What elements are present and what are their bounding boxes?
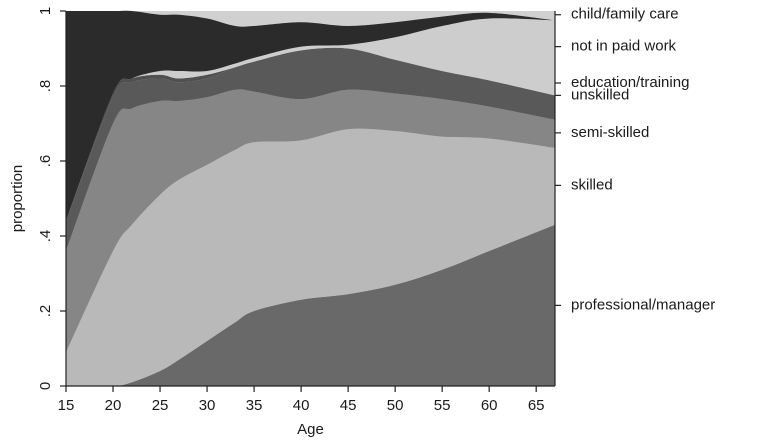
x-tick-label: 30: [199, 397, 216, 414]
y-axis-title: proportion: [9, 165, 26, 233]
y-tick-label: .6: [37, 155, 54, 168]
area-skilled: [66, 128, 555, 387]
x-tick-label: 25: [152, 397, 169, 414]
x-tick-label: 40: [293, 397, 310, 414]
x-tick-label: 15: [58, 397, 75, 414]
legend-label-semi-skilled: semi-skilled: [571, 124, 649, 141]
legend-label-not-in-paid-work: not in paid work: [571, 38, 677, 55]
y-tick-label: .4: [37, 230, 54, 243]
y-tick-label: 0: [37, 382, 54, 390]
y-tick-label: 1: [37, 7, 54, 15]
x-tick-label: 45: [340, 397, 357, 414]
area-not-in-paid-work: [66, 18, 555, 222]
y-tick-label: .8: [37, 80, 54, 93]
y-tick-label: .2: [37, 305, 54, 318]
area-semi-skilled: [66, 89, 555, 353]
x-axis-title: Age: [297, 421, 324, 438]
x-tick-label: 35: [246, 397, 263, 414]
x-tick-label: 50: [387, 397, 404, 414]
x-tick-label: 20: [105, 397, 122, 414]
x-tick-label: 65: [528, 397, 545, 414]
area-professional-manager: [66, 224, 555, 387]
x-tick-label: 60: [481, 397, 498, 414]
legend-label-unskilled: unskilled: [571, 86, 629, 103]
legend-label-professional-manager: professional/manager: [571, 296, 715, 313]
x-tick-label: 55: [434, 397, 451, 414]
legend-label-education-training: education/training: [571, 74, 689, 91]
area-child-family-care: [66, 10, 555, 222]
legend-label-skilled: skilled: [571, 176, 613, 193]
legend-label-child-family-care: child/family care: [571, 6, 679, 23]
area-unskilled: [66, 47, 555, 251]
